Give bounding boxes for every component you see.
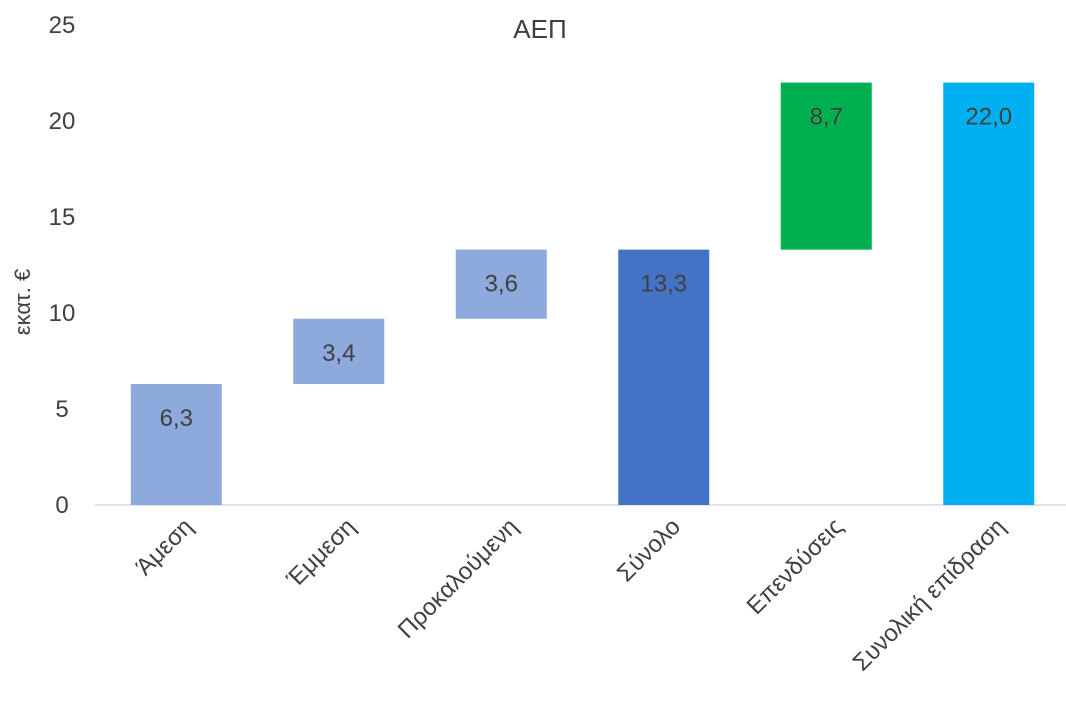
data-label: 13,3: [640, 271, 687, 298]
y-tick-label: 20: [49, 108, 76, 135]
data-label: 6,3: [160, 405, 193, 432]
x-tick-label: Επενδύσεις: [742, 513, 849, 620]
bar: [943, 82, 1035, 505]
y-axis-ticks: 0 5 10 15 20 25: [49, 12, 76, 519]
x-tick-label: Συνολική επίδραση: [848, 513, 1011, 676]
data-label: 22,0: [965, 104, 1012, 131]
bar: [780, 82, 872, 250]
data-label: 3,6: [485, 271, 518, 298]
data-label: 3,4: [322, 340, 355, 367]
bar: [455, 249, 547, 319]
y-tick-label: 25: [49, 12, 76, 39]
data-labels: 6,3 3,4 3,6 13,3 8,7 22,0: [160, 104, 1013, 432]
y-tick-label: 5: [55, 396, 68, 423]
bar: [618, 249, 710, 505]
x-tick-label: Έμμεση: [281, 513, 361, 593]
y-tick-label: 0: [55, 492, 68, 519]
x-tick-label: Σύνολο: [612, 513, 686, 587]
y-tick-label: 10: [49, 300, 76, 327]
data-label: 8,7: [810, 104, 843, 131]
bar: [293, 318, 385, 385]
x-axis-labels: Άμεση Έμμεση Προκαλούμενη Σύνολο Επενδύσεις Σ…: [131, 513, 1011, 676]
bars: [130, 82, 1035, 505]
chart-title: ΑΕΠ: [513, 14, 566, 44]
x-tick-label: Προκαλούμενη: [393, 513, 524, 644]
y-axis-title: εκατ. €: [10, 269, 35, 335]
x-tick-label: Άμεση: [131, 513, 199, 581]
y-tick-label: 15: [49, 204, 76, 231]
bar: [130, 384, 222, 505]
